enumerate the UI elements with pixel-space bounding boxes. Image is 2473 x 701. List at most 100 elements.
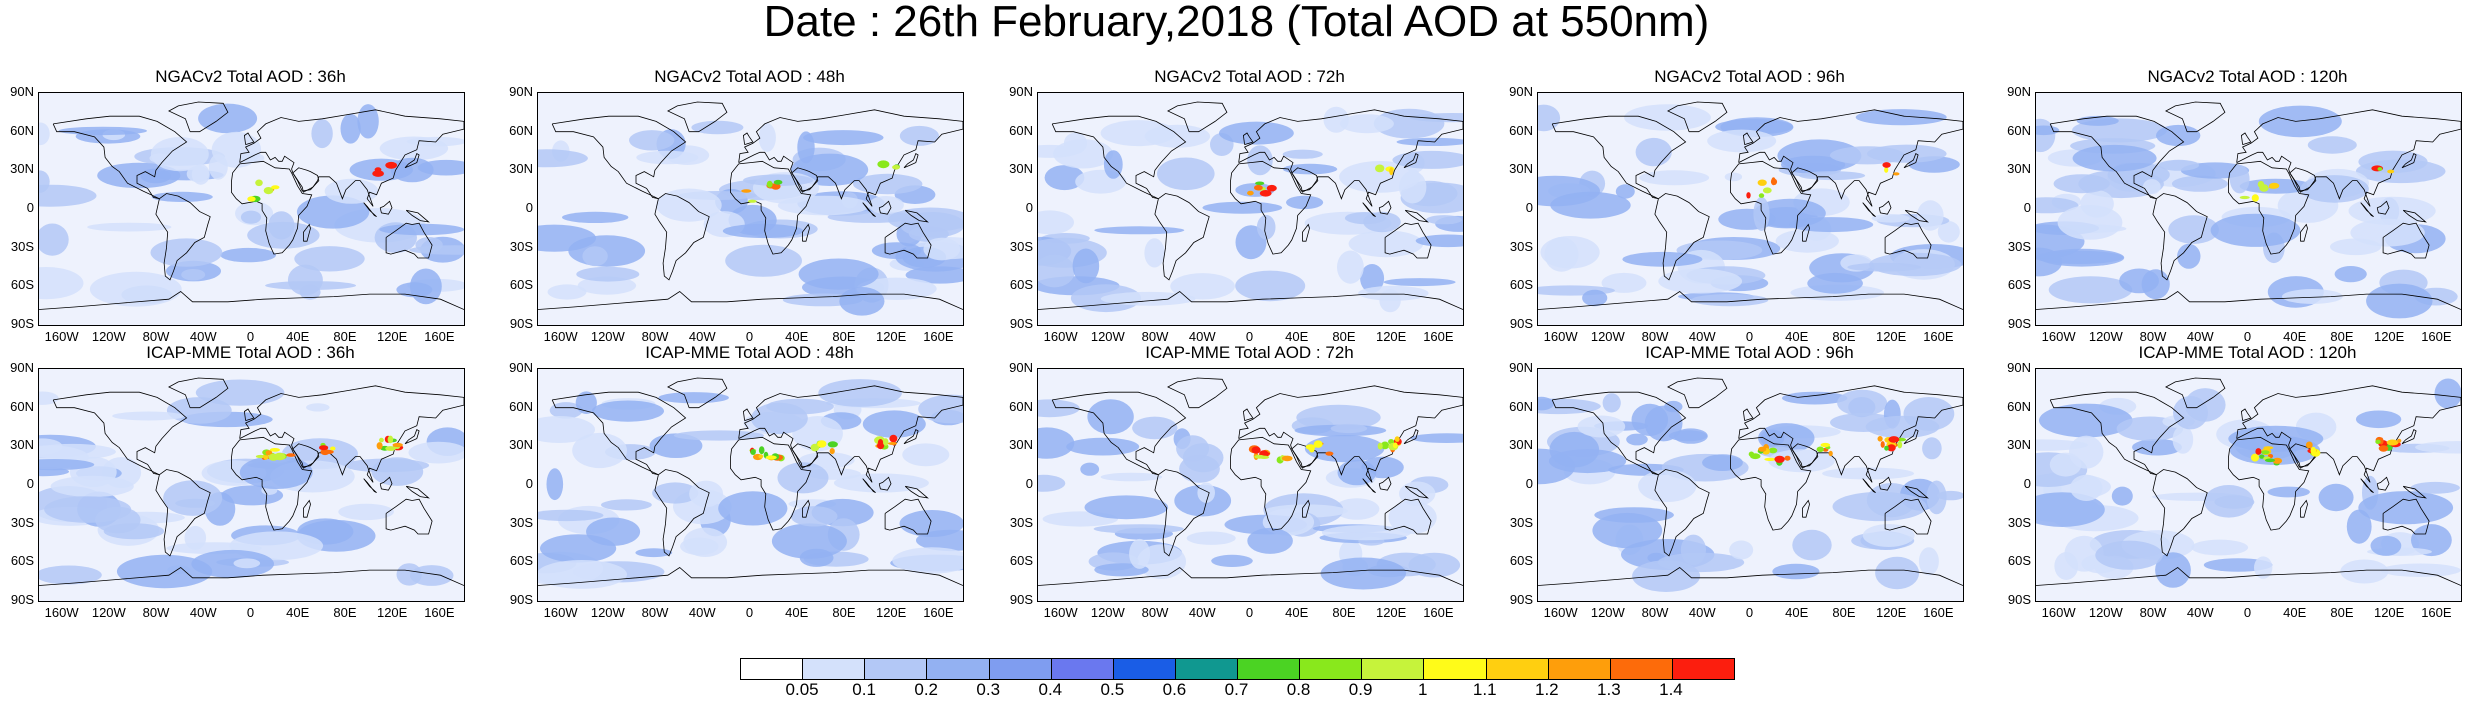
coastline — [292, 443, 320, 468]
coastline — [1791, 167, 1819, 192]
aod-field — [1807, 272, 1863, 294]
colorbar-label: 1.1 — [1472, 680, 1497, 699]
lat-tick-label: 30N — [1009, 437, 1033, 453]
aod-field — [572, 432, 627, 469]
aod-field — [1197, 482, 1215, 503]
coastline — [1878, 476, 1892, 491]
aod-field — [1837, 389, 1888, 417]
aod-field — [1379, 289, 1401, 313]
coastline — [1903, 153, 1919, 169]
aod-hotspot — [1255, 181, 1265, 186]
coastline — [405, 485, 430, 499]
aod-field — [2282, 289, 2343, 304]
lat-tick-label: 60N — [10, 398, 34, 414]
colorbar-label: 1.2 — [1534, 680, 1559, 699]
lat-tick-label: 30S — [1009, 238, 1033, 254]
lon-tick-label: 0 — [745, 605, 754, 620]
coastline — [385, 498, 433, 535]
coastline — [2382, 498, 2430, 535]
lon-tick-label: 40E — [2283, 605, 2307, 620]
aod-hotspot — [882, 438, 889, 446]
lat-tick-label: 30S — [509, 238, 533, 254]
aod-field — [1100, 291, 1196, 306]
aod-field — [777, 462, 829, 494]
lon-tick-label: 120W — [2088, 605, 2123, 620]
coastline — [862, 478, 876, 494]
aod-field — [1066, 437, 1140, 456]
aod-hotspot — [2255, 448, 2262, 455]
aod-field — [2141, 269, 2170, 300]
coastline — [878, 200, 892, 215]
aod-field — [44, 496, 132, 523]
aod-hotspot — [741, 189, 752, 193]
coastline — [2049, 115, 2185, 200]
lat-tick-label: 90S — [10, 316, 34, 331]
aod-hotspot — [1313, 440, 1323, 448]
aod-field — [902, 443, 950, 467]
aod-field — [1782, 391, 1848, 405]
lat-tick-label: 90N — [1009, 360, 1033, 375]
aod-hotspot — [2397, 438, 2402, 443]
aod-field — [892, 547, 963, 574]
lon-tick-label: 40E — [286, 605, 310, 620]
aod-field — [899, 125, 939, 146]
aod-hotspot — [1266, 184, 1277, 192]
aod-field — [1639, 170, 1710, 186]
colorbar-swatch — [1424, 659, 1487, 679]
lon-tick-label: 40W — [2186, 329, 2214, 344]
aod-hotspot — [1388, 439, 1395, 445]
coastline — [738, 109, 963, 207]
lon-tick-label: 40E — [1285, 605, 1309, 620]
aod-field — [547, 284, 587, 300]
aod-field — [2057, 205, 2123, 240]
aod-field — [195, 379, 285, 406]
aod-field — [1410, 433, 1463, 443]
lon-tick-label: 40W — [1688, 329, 1716, 344]
aod-map — [38, 92, 465, 326]
coastline — [2236, 385, 2461, 483]
lon-tick-label: 120W — [590, 605, 625, 620]
aod-field — [2053, 174, 2110, 194]
aod-field — [2036, 125, 2060, 136]
aod-field — [1772, 563, 1820, 580]
coastline — [1862, 202, 1876, 218]
coastline — [1238, 385, 1463, 483]
aod-hotspot — [1258, 455, 1270, 459]
aod-field — [2173, 396, 2208, 430]
aod-field — [1388, 500, 1437, 534]
aod-hotspot — [330, 446, 336, 451]
lat-tick-label: 60N — [2007, 122, 2031, 138]
lon-tick-label: 40W — [189, 329, 217, 344]
aod-field — [575, 391, 597, 414]
coastline — [538, 290, 963, 310]
aod-hotspot — [1770, 178, 1778, 185]
lat-tick-label: 0 — [26, 200, 34, 215]
aod-field — [1538, 396, 1554, 411]
coastline — [1884, 222, 1932, 259]
coastline — [243, 408, 255, 421]
coastline — [2165, 101, 2226, 133]
lon-tick-label: 160W — [44, 605, 79, 620]
aod-hotspot — [1820, 442, 1831, 448]
aod-hotspot — [2305, 441, 2313, 449]
lon-tick-label: 40W — [688, 329, 716, 344]
aod-field — [1304, 435, 1385, 463]
lat-tick-label: 90S — [1509, 316, 1533, 331]
coastline — [2360, 202, 2374, 218]
aod-field — [241, 153, 265, 163]
coastline — [1362, 478, 1376, 494]
aod-hotspot — [747, 199, 757, 203]
aod-hotspot — [889, 434, 898, 443]
aod-field — [1626, 433, 1648, 446]
aod-field — [1635, 137, 1672, 167]
aod-hotspot — [2375, 439, 2381, 444]
aod-field — [2070, 474, 2103, 501]
map-panel: NGACv2 Total AOD : 48h 90N 60N 30N 0 30S 60S 90… — [499, 68, 984, 350]
panel-title: NGACv2 Total AOD : 72h — [1154, 67, 1345, 86]
coastline — [862, 202, 876, 218]
aod-field — [1781, 155, 1846, 174]
aod-hotspot — [2377, 167, 2383, 171]
lat-tick-label: 30N — [1509, 161, 1533, 177]
lat-tick-label: 60S — [509, 277, 533, 293]
aod-field — [576, 266, 640, 282]
